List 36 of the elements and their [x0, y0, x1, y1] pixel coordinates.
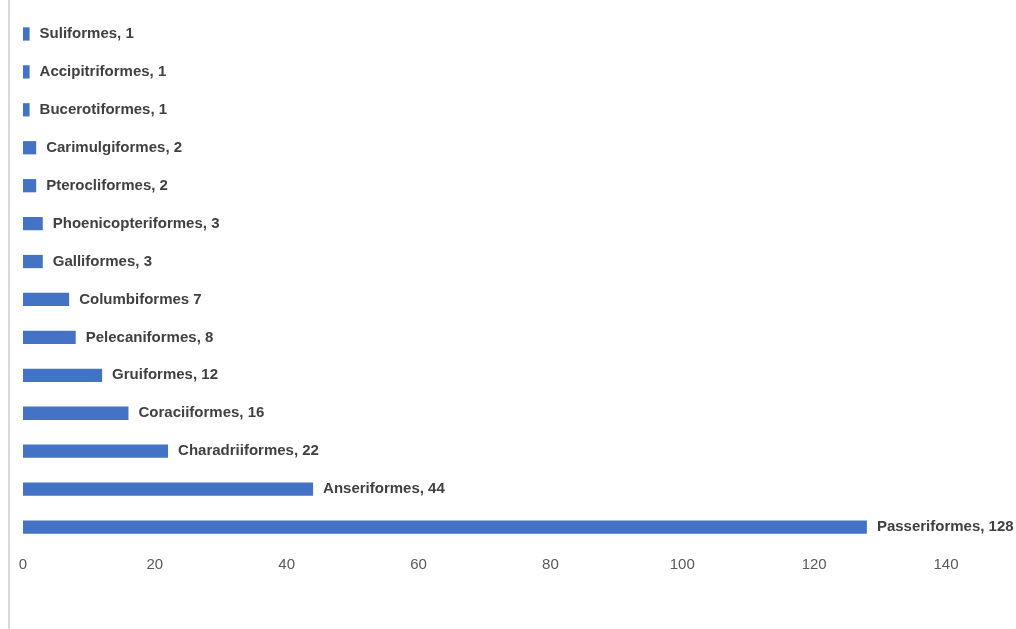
bar: [23, 216, 43, 231]
data-label: Passeriformes, 128: [876, 517, 1014, 535]
data-label: Phoenicopteriformes, 3: [52, 213, 220, 231]
data-label: Pterocliformes, 2: [46, 175, 168, 193]
data-label: Bucerotiformes, 1: [39, 99, 168, 117]
x-tick-label: 0: [18, 555, 28, 573]
bar: [23, 65, 30, 79]
bar: [23, 330, 76, 345]
x-tick-label: 120: [801, 555, 827, 573]
bar: [23, 292, 70, 307]
data-label: Carimulgiformes, 2: [46, 137, 183, 155]
x-tick-label: 60: [410, 555, 427, 573]
data-label: Suliformes, 1: [39, 24, 134, 42]
bar: [23, 444, 169, 458]
data-label: Columbiformes 7: [79, 289, 202, 307]
bar: [23, 141, 37, 155]
bar: [23, 406, 129, 420]
data-label: Charadriiformes, 22: [178, 441, 319, 459]
bar: [23, 520, 867, 534]
x-tick-label: 40: [278, 555, 296, 573]
data-label: Gruiformes, 12: [112, 365, 218, 383]
bar: [23, 179, 37, 193]
data-label: Galliformes, 3: [52, 251, 152, 269]
bar: [23, 254, 43, 269]
x-tick-label: 80: [542, 555, 559, 573]
x-tick-label: 140: [933, 555, 959, 573]
bar: [23, 482, 314, 496]
bar: [23, 27, 30, 41]
x-tick-label: 100: [669, 555, 695, 573]
data-label: Coraciiformes, 16: [138, 403, 265, 421]
data-label: Pelecaniformes, 8: [85, 327, 214, 345]
data-label: Accipitriformes, 1: [39, 62, 167, 80]
data-label: Anseriformes, 44: [323, 479, 446, 497]
bar: [23, 103, 30, 117]
bar: [23, 368, 103, 382]
x-tick-label: 20: [146, 555, 164, 573]
